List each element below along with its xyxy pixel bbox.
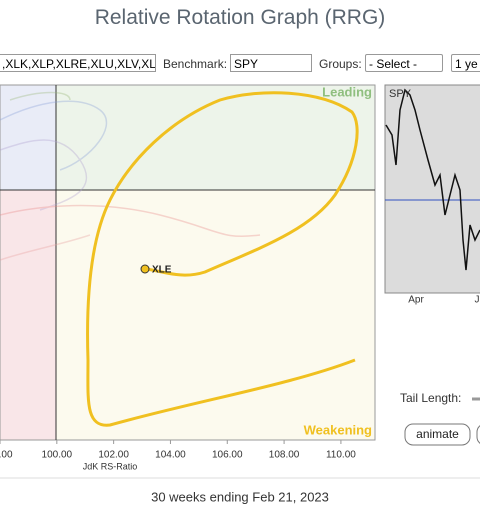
period-select[interactable]: 1 ye — [451, 54, 480, 72]
animate-label: animate — [416, 427, 459, 441]
quadrant-weakening — [56, 190, 375, 440]
quadrant-label: Weakening — [304, 422, 372, 437]
tail-length-label: Tail Length: — [400, 391, 461, 405]
benchmark-line — [385, 88, 480, 271]
footer-caption: 30 weeks ending Feb 21, 2023 — [151, 489, 329, 504]
plot-frame — [0, 84, 376, 441]
animate-button[interactable] — [404, 423, 471, 446]
x-tick-label: 102.00 — [98, 450, 129, 461]
x-tick-label: 108.00 — [269, 450, 300, 461]
month-label: J — [475, 295, 480, 306]
benchmark-label: Benchmark: — [163, 57, 228, 71]
quadrant-label: Leading — [322, 84, 372, 99]
other-tails — [0, 91, 261, 261]
x-tick-label: 110.00 — [326, 450, 356, 461]
button[interactable] — [476, 424, 480, 445]
x-tick-label: 104.00 — [155, 450, 186, 461]
groups-label: Groups: — [319, 57, 362, 71]
x-axis-label: JdK RS-Ratio — [83, 461, 138, 471]
groups-select[interactable]: - Select - — [365, 54, 443, 72]
benchmark-input[interactable]: SPY — [230, 54, 312, 72]
series-label: XLE — [152, 265, 172, 276]
x-tick-label: 106.00 — [212, 450, 243, 461]
x-tick-label: 98.00 — [0, 450, 13, 461]
xle-head[interactable] — [140, 264, 150, 274]
quadrant-improving — [0, 85, 56, 190]
xle-tail — [86, 91, 359, 427]
symbols-input[interactable]: ,XLK,XLP,XLRE,XLU,XLV,XL — [0, 54, 156, 72]
month-label: Apr — [408, 295, 424, 306]
benchmark-chart-label: SPY — [389, 88, 412, 100]
title: Relative Rotation Graph (RRG) — [94, 6, 386, 29]
quadrant-lagging — [0, 190, 56, 440]
x-tick-label: 100.00 — [42, 450, 73, 461]
